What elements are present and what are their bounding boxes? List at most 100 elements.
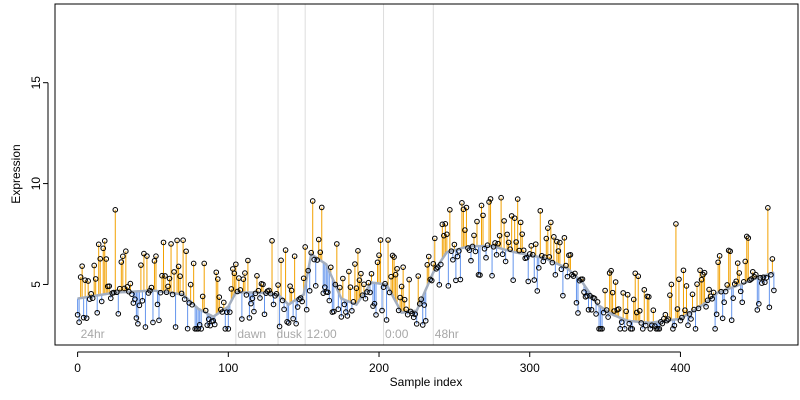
data-point: [300, 275, 307, 282]
data-point: [180, 237, 186, 243]
data-point: [756, 301, 762, 307]
data-point: [89, 295, 96, 302]
data-point: [213, 269, 220, 276]
data-point: [713, 311, 720, 318]
data-point: [98, 298, 105, 305]
data-point: [243, 292, 250, 298]
data-point: [659, 320, 666, 327]
data-point: [564, 273, 571, 280]
data-point: [442, 221, 449, 227]
data-point: [677, 317, 684, 324]
data-point: [86, 296, 93, 302]
data-point: [447, 207, 453, 213]
data-point: [469, 243, 476, 250]
data-point: [771, 287, 777, 294]
data-point: [498, 194, 504, 201]
data-point: [502, 258, 509, 265]
data-point: [165, 283, 171, 290]
data-point: [496, 232, 503, 239]
data-point: [352, 261, 358, 267]
data-point: [163, 289, 170, 296]
data-point: [107, 295, 114, 302]
data-point: [227, 309, 233, 315]
data-point: [656, 326, 663, 332]
data-point: [388, 273, 394, 280]
x-tick-label: 100: [218, 361, 238, 375]
data-point: [549, 259, 556, 266]
data-point: [123, 248, 129, 255]
data-point: [340, 275, 346, 282]
data-point: [649, 322, 655, 329]
data-point: [373, 312, 379, 318]
data-point: [462, 227, 468, 233]
data-point: [444, 231, 450, 238]
data-point: [260, 281, 266, 288]
data-point: [136, 302, 143, 309]
y-tick-label: 5: [29, 281, 43, 288]
data-point: [335, 306, 342, 312]
data-point: [492, 240, 498, 246]
data-point: [356, 277, 363, 283]
data-point: [317, 249, 324, 256]
data-point: [692, 326, 699, 332]
data-point: [344, 313, 351, 319]
data-point: [641, 286, 648, 293]
data-point: [412, 311, 418, 317]
data-point: [132, 296, 138, 302]
data-point: [112, 207, 119, 213]
data-point: [422, 317, 429, 324]
data-point: [611, 308, 617, 314]
data-point: [177, 273, 183, 280]
data-point: [457, 276, 464, 283]
data-point: [138, 262, 144, 268]
data-point: [698, 276, 705, 283]
data-point: [588, 306, 595, 313]
data-point: [463, 204, 470, 211]
data-point: [548, 219, 554, 226]
data-point: [293, 320, 299, 327]
data-point: [198, 326, 204, 332]
data-point: [166, 275, 173, 282]
data-point: [701, 269, 708, 276]
data-point: [602, 287, 608, 294]
x-tick-label: 200: [369, 361, 389, 375]
data-point: [608, 267, 614, 274]
data-point: [615, 306, 622, 312]
data-point: [688, 316, 694, 322]
data-point: [575, 310, 581, 316]
data-point: [115, 311, 122, 317]
data-point: [397, 294, 403, 301]
data-point: [537, 207, 544, 214]
data-point: [489, 272, 495, 279]
data-point: [545, 225, 551, 231]
plot-frame: [54, 3, 799, 346]
data-point: [552, 271, 559, 278]
data-point: [189, 301, 195, 308]
data-point: [401, 296, 408, 303]
data-point: [642, 322, 649, 329]
data-point: [252, 290, 259, 297]
data-point: [630, 296, 637, 303]
data-point: [386, 289, 393, 296]
data-point: [727, 248, 733, 255]
data-point: [435, 264, 441, 271]
phase-label-layer: 24hr dawn dusk 12:00 0:00 48hr: [81, 327, 459, 341]
data-point: [314, 257, 321, 263]
data-point: [724, 282, 730, 288]
data-point: [331, 308, 337, 315]
data-point: [204, 322, 211, 328]
data-point: [273, 290, 280, 297]
data-point: [421, 302, 428, 308]
data-point: [100, 245, 107, 252]
data-point: [120, 253, 126, 260]
data-point: [474, 218, 480, 225]
data-point: [652, 323, 658, 329]
data-point: [441, 232, 447, 239]
y-axis-title: Expression: [9, 144, 23, 203]
data-point: [255, 287, 262, 294]
data-point: [674, 306, 681, 312]
data-point: [632, 270, 639, 277]
data-point: [224, 309, 230, 315]
data-point: [385, 237, 391, 243]
data-point: [199, 293, 206, 300]
